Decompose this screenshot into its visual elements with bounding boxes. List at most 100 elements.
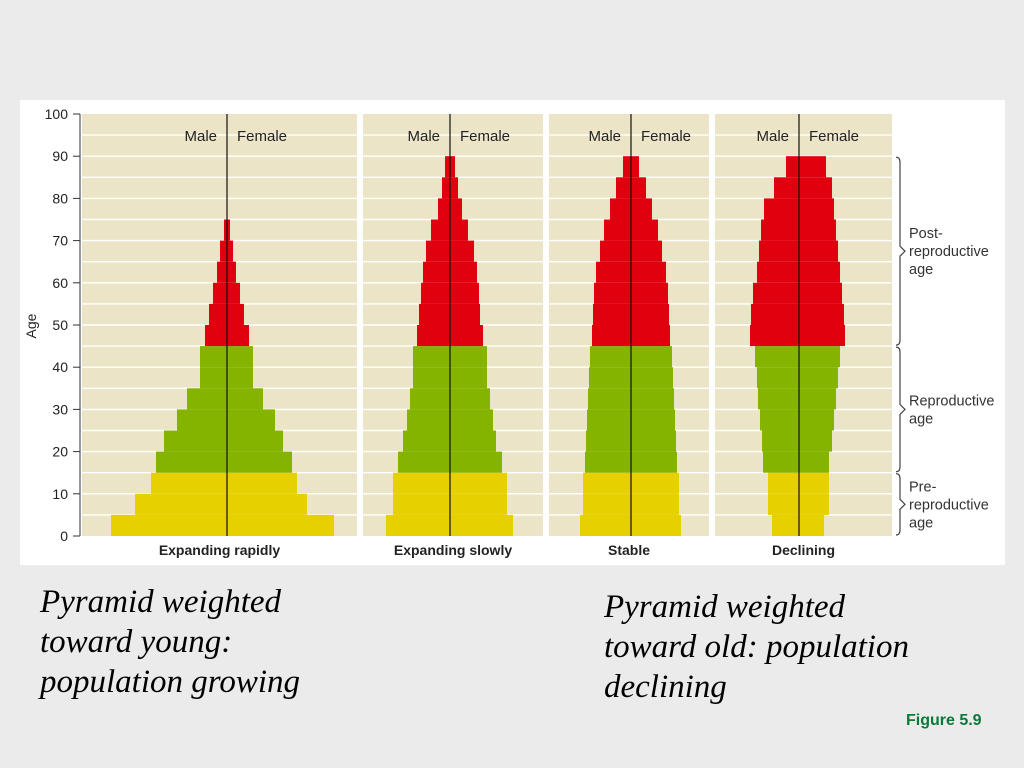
male-bar (583, 493, 631, 515)
male-bar (751, 303, 799, 325)
female-bar (450, 472, 507, 494)
female-bar (450, 282, 479, 304)
female-bar (799, 367, 838, 389)
female-bar (450, 198, 462, 220)
pyramid-panels: Male Female Expanding rapidly Male Female Exp… (82, 114, 892, 558)
male-bar (200, 346, 227, 368)
male-bar (586, 430, 631, 452)
male-bar (764, 198, 799, 220)
male-bar (594, 282, 631, 304)
female-bar (799, 472, 829, 494)
female-bar (227, 325, 249, 347)
female-bar (227, 261, 236, 283)
male-bar (386, 514, 450, 536)
group-label: age (909, 262, 933, 278)
male-bar (164, 430, 227, 452)
female-bar (799, 325, 845, 347)
male-bar (426, 240, 450, 262)
male-bar (592, 325, 631, 347)
female-bar (631, 325, 670, 347)
female-bar (227, 409, 275, 431)
male-bar (421, 282, 450, 304)
y-tick-label: 80 (52, 190, 68, 206)
caption-right-line: toward old: population (604, 629, 909, 665)
female-bar (799, 493, 829, 515)
male-bar (768, 493, 799, 515)
male-bar (580, 514, 631, 536)
female-bar (631, 493, 679, 515)
panel-title: Declining (772, 542, 835, 558)
y-tick-label: 70 (52, 233, 68, 249)
y-tick-label: 100 (45, 106, 69, 122)
panel-title: Expanding slowly (394, 542, 512, 558)
y-tick-label: 20 (52, 444, 68, 460)
male-bar (393, 472, 450, 494)
female-bar (227, 493, 307, 515)
male-bar (588, 388, 631, 410)
male-bar (762, 430, 799, 452)
caption-left-line: population growing (40, 664, 301, 700)
female-bar (631, 346, 672, 368)
female-bar (799, 514, 824, 536)
female-label: Female (237, 128, 287, 145)
female-bar (227, 219, 230, 241)
male-bar (753, 282, 799, 304)
male-bar (445, 156, 450, 178)
female-bar (631, 514, 681, 536)
female-bar (450, 514, 513, 536)
female-bar (799, 219, 836, 241)
male-bar (442, 177, 450, 199)
female-bar (450, 430, 496, 452)
female-bar (799, 240, 838, 262)
male-bar (200, 367, 227, 389)
male-bar (763, 451, 799, 473)
female-bar (799, 451, 829, 473)
male-bar (403, 430, 450, 452)
female-bar (450, 219, 468, 241)
y-tick-label: 10 (52, 486, 68, 502)
female-bar (799, 261, 840, 283)
female-bar (450, 156, 455, 178)
male-bar (417, 325, 450, 347)
male-bar (757, 367, 799, 389)
female-bar (631, 177, 646, 199)
panel-title: Stable (608, 542, 650, 558)
female-bar (450, 303, 480, 325)
male-bar (213, 282, 227, 304)
female-bar (227, 303, 244, 325)
female-bar (799, 430, 832, 452)
male-bar (423, 261, 450, 283)
female-label: Female (809, 128, 859, 145)
male-bar (407, 409, 450, 431)
male-label: Male (184, 128, 217, 145)
panel-title: Expanding rapidly (159, 542, 281, 558)
y-tick-label: 50 (52, 317, 68, 333)
male-bar (398, 451, 450, 473)
male-bar (610, 198, 631, 220)
male-label: Male (588, 128, 621, 145)
female-bar (799, 156, 826, 178)
female-bar (631, 240, 662, 262)
caption-right-line: Pyramid weighted (604, 589, 846, 625)
female-bar (450, 451, 502, 473)
y-tick-label: 40 (52, 359, 68, 375)
male-bar (111, 514, 227, 536)
group-label: age (909, 411, 933, 427)
female-bar (631, 367, 673, 389)
male-bar (772, 514, 799, 536)
male-bar (205, 325, 227, 347)
female-bar (450, 177, 458, 199)
group-label: Pre- (909, 479, 937, 495)
male-bar (616, 177, 631, 199)
female-bar (227, 346, 253, 368)
male-bar (600, 240, 631, 262)
female-bar (227, 451, 292, 473)
male-label: Male (407, 128, 440, 145)
male-bar (431, 219, 450, 241)
female-bar (631, 261, 666, 283)
male-bar (413, 367, 450, 389)
female-bar (799, 346, 840, 368)
bracket (895, 156, 906, 346)
male-bar (224, 219, 227, 241)
male-bar (593, 303, 631, 325)
